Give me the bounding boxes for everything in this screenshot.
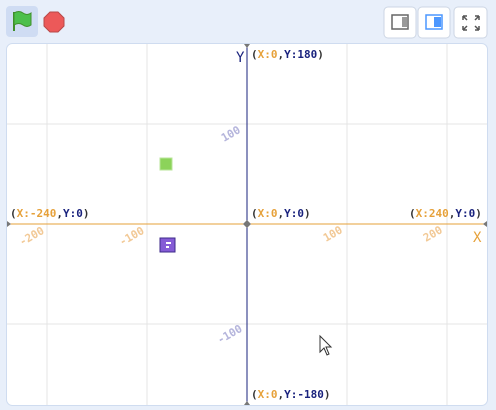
stop-button[interactable] bbox=[43, 11, 65, 33]
purple-sprite[interactable] bbox=[159, 237, 176, 253]
mouse-cursor bbox=[319, 334, 333, 356]
coordinate-part: ( bbox=[251, 388, 258, 401]
coordinate-part: X:0 bbox=[258, 207, 278, 220]
coordinate-label: (X:0,Y:180) bbox=[251, 48, 324, 61]
coordinate-label: (X:0,Y:-180) bbox=[251, 388, 331, 401]
sprite-detail bbox=[166, 246, 169, 248]
normal-stage-icon-part bbox=[434, 17, 441, 27]
coordinate-part: Y:180 bbox=[284, 48, 317, 61]
x-axis-title: X bbox=[473, 230, 482, 246]
coordinate-part: ( bbox=[10, 207, 17, 220]
green-flag[interactable] bbox=[13, 11, 32, 32]
coordinate-part: Y:0 bbox=[455, 207, 475, 220]
coordinate-part: Y:-180 bbox=[284, 388, 324, 401]
fullscreen-button[interactable] bbox=[453, 6, 488, 39]
coordinate-part: X:0 bbox=[258, 48, 278, 61]
coordinate-part: ) bbox=[317, 48, 324, 61]
coordinate-part: , bbox=[278, 48, 285, 61]
coordinate-part: , bbox=[449, 207, 456, 220]
small-stage-icon-part bbox=[402, 17, 407, 27]
normal-stage-icon bbox=[425, 14, 443, 30]
coordinate-label: (X:240,Y:0) bbox=[409, 207, 482, 220]
coordinate-label: (X:-240,Y:0) bbox=[10, 207, 90, 220]
coordinate-part: ( bbox=[409, 207, 416, 220]
coordinate-part: , bbox=[56, 207, 63, 220]
small-stage-button[interactable] bbox=[383, 6, 417, 39]
coordinate-part: X:0 bbox=[258, 388, 278, 401]
y-axis-title: Y bbox=[236, 50, 245, 66]
sprite-detail bbox=[166, 242, 171, 244]
coordinate-part: ) bbox=[324, 388, 331, 401]
fullscreen-icon bbox=[462, 15, 480, 31]
axis-ends bbox=[7, 44, 487, 405]
coordinate-part: Y:0 bbox=[284, 207, 304, 220]
green-sprite[interactable] bbox=[159, 157, 173, 171]
coordinate-part: ) bbox=[83, 207, 90, 220]
coordinate-part: Y:0 bbox=[63, 207, 83, 220]
coordinate-part: ( bbox=[251, 207, 258, 220]
coordinate-part: , bbox=[278, 207, 285, 220]
coordinate-label: (X:0,Y:0) bbox=[251, 207, 311, 220]
coordinate-part: X:-240 bbox=[17, 207, 57, 220]
coordinate-part: ) bbox=[475, 207, 482, 220]
coordinate-part: ( bbox=[251, 48, 258, 61]
coordinate-part: X:240 bbox=[416, 207, 449, 220]
coordinate-part: ) bbox=[304, 207, 311, 220]
small-stage-icon bbox=[391, 14, 409, 30]
coordinate-part: , bbox=[278, 388, 285, 401]
